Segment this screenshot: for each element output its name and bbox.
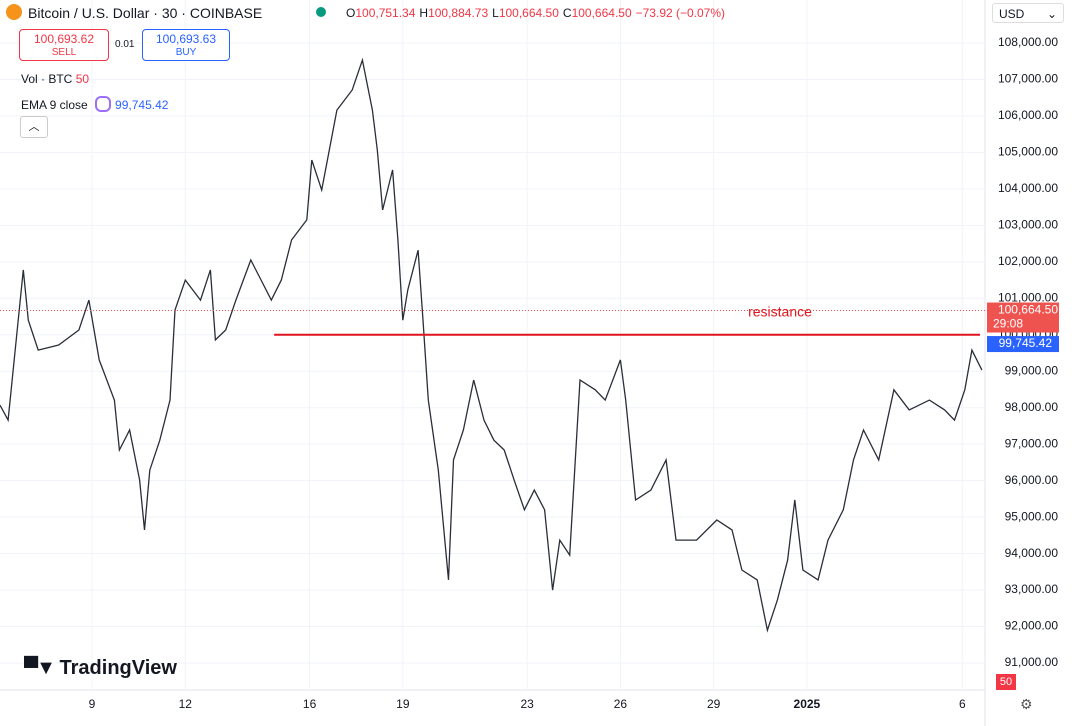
volume-legend: Vol · BTC 50: [21, 72, 89, 86]
ohlc-value: 100,664.50: [571, 6, 632, 20]
spread: 0.01: [115, 39, 135, 50]
currency: USD: [999, 7, 1025, 21]
y-tick-label: 93,000.00: [1005, 582, 1059, 596]
ohlc-label: H: [419, 6, 429, 20]
y-tick-label: 96,000.00: [1005, 473, 1059, 487]
brand-logo: ▀▼ TradingView: [24, 657, 177, 679]
y-tick-label: 95,000.00: [1005, 509, 1059, 523]
last-price-label: 100,664.50: [998, 303, 1058, 317]
ema-icon: [95, 96, 112, 112]
y-tick-label: 97,000.00: [1005, 436, 1059, 450]
ema-legend: EMA 9 close 99,745.42: [21, 96, 168, 112]
brand: TradingView: [59, 657, 177, 679]
y-tick-label: 103,000.00: [998, 218, 1058, 232]
settings-button[interactable]: ⚙: [1020, 696, 1033, 712]
x-tick-label: 9: [89, 697, 96, 711]
y-tick-label: 106,000.00: [998, 108, 1058, 122]
y-tick-label: 104,000.00: [998, 181, 1058, 195]
buy-button[interactable]: 100,693.63 BUY: [142, 29, 230, 61]
ema-price-label: 99,745.42: [999, 336, 1053, 350]
x-tick-label: 16: [303, 697, 317, 711]
x-tick-label: 2025: [794, 697, 821, 711]
x-tick-label: 29: [707, 697, 721, 711]
ema-box: [987, 336, 1059, 353]
volume-value: 50: [75, 72, 90, 86]
y-tick-label: 107,000.00: [998, 72, 1058, 86]
sell-price: 100,693.62: [33, 32, 95, 46]
resistance-label: resistance: [748, 303, 812, 319]
axis-panel: [985, 0, 1079, 726]
countdown: 29:08: [993, 317, 1023, 331]
market-status: [316, 7, 326, 17]
symbol-title: Bitcoin / U.S. Dollar · 30 · COINBASE: [28, 5, 263, 21]
x-tick-label: 6: [959, 697, 966, 711]
ohlc-value: 100,884.73: [428, 6, 489, 20]
ohlc-label: O: [346, 6, 356, 20]
y-tick-label: 94,000.00: [1005, 546, 1059, 560]
y-tick-label: 92,000.00: [1005, 619, 1059, 633]
y-tick-label: 105,000.00: [998, 145, 1058, 159]
ohlc-value: 100,751.34: [355, 6, 416, 20]
y-tick-label: 99,000.00: [1005, 363, 1059, 377]
ohlc-label: L: [492, 6, 499, 20]
price-line: [0, 57, 983, 633]
y-tick-label: 98,000.00: [1005, 400, 1059, 414]
collapse-button[interactable]: ︿: [20, 116, 48, 138]
ohlc-label: C: [562, 6, 572, 20]
last-price-box: [987, 302, 1059, 333]
sell-button[interactable]: 100,693.62 SELL: [19, 29, 109, 61]
change: −73.92 (−0.07%): [635, 6, 726, 20]
buy-price: 100,693.63: [155, 32, 217, 46]
ema-name: EMA 9 close: [21, 98, 88, 112]
x-tick-label: 26: [614, 697, 628, 711]
x-tick-label: 12: [179, 697, 193, 711]
x-tick-label: 19: [396, 697, 410, 711]
volume-label: Vol · BTC: [21, 72, 73, 86]
y-tick-label: 102,000.00: [998, 254, 1058, 268]
ohlc: O100,751.34 H100,884.73 L100,664.50 C100,66…: [346, 6, 725, 20]
y-tick-label: 101,000.00: [998, 290, 1058, 304]
coin-icon: [6, 4, 22, 20]
ohlc-value: 100,664.50: [498, 6, 559, 20]
volume-badge: 50: [996, 674, 1016, 690]
x-tick-label: 23: [520, 697, 534, 711]
y-tick-label: 108,000.00: [998, 35, 1058, 49]
sell-label: SELL: [51, 47, 77, 58]
buy-label: BUY: [175, 47, 197, 58]
currency-select[interactable]: USD ⌄: [992, 3, 1064, 23]
y-tick-label: 91,000.00: [1005, 655, 1059, 669]
ema-legend-value: 99,745.42: [115, 98, 169, 112]
